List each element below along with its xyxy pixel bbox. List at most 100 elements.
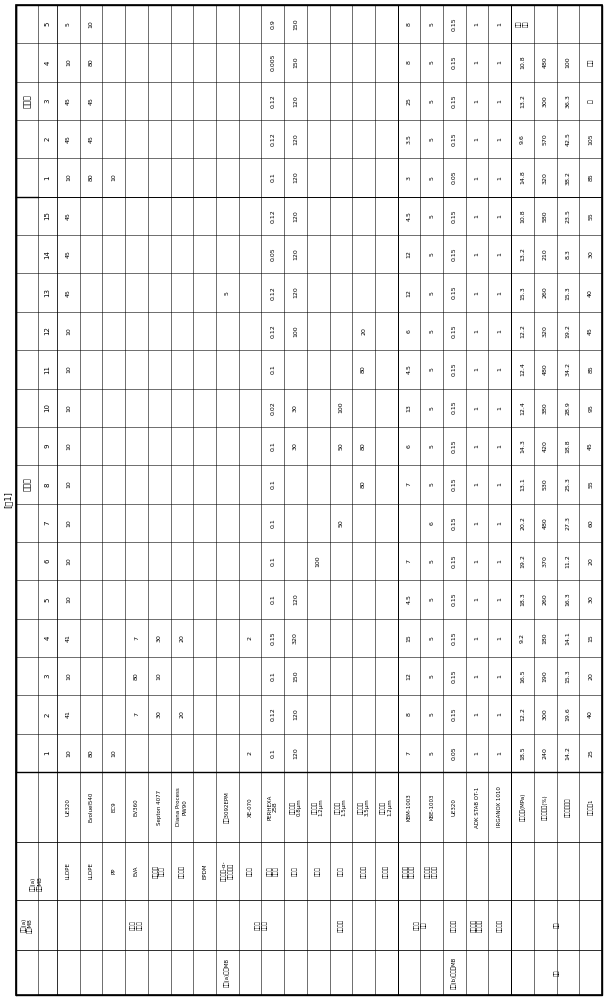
- Text: 11: 11: [44, 365, 50, 374]
- Text: XE-070: XE-070: [247, 797, 253, 817]
- Text: 1: 1: [498, 176, 502, 180]
- Text: 6: 6: [407, 444, 411, 448]
- Text: 拉伸强度(MPa): 拉伸强度(MPa): [520, 793, 525, 821]
- Text: 45: 45: [88, 135, 93, 143]
- Text: 1: 1: [474, 176, 479, 180]
- Text: LLDPE: LLDPE: [66, 863, 71, 879]
- Text: 0.15: 0.15: [452, 631, 457, 645]
- Text: 评价: 评价: [554, 969, 559, 976]
- Text: 9.6: 9.6: [520, 134, 525, 144]
- Text: 工序(b)催化剂MB: 工序(b)催化剂MB: [451, 956, 457, 989]
- Text: 1: 1: [474, 751, 479, 755]
- Text: 5: 5: [225, 291, 230, 295]
- Text: 13.1: 13.1: [520, 478, 525, 491]
- Text: 4: 4: [44, 60, 50, 65]
- Text: 150: 150: [293, 670, 298, 682]
- Text: 1: 1: [474, 252, 479, 256]
- Text: 10: 10: [66, 174, 71, 181]
- Text: 1: 1: [474, 137, 479, 141]
- Text: 1: 1: [498, 751, 502, 755]
- Text: 12: 12: [44, 327, 50, 335]
- Text: 0.12: 0.12: [270, 708, 275, 721]
- Text: 抗氧化剂: 抗氧化剂: [497, 918, 502, 932]
- Text: 370: 370: [543, 555, 548, 567]
- Text: 7: 7: [44, 520, 50, 525]
- Text: 実施例: 実施例: [22, 477, 32, 491]
- Text: 16.5: 16.5: [520, 669, 525, 683]
- Text: 碳酸钙: 碳酸钙: [338, 866, 344, 876]
- Text: 0.1: 0.1: [270, 595, 275, 604]
- Text: 平均粒径
1.5μm: 平均粒径 1.5μm: [335, 798, 347, 816]
- Text: 0.15: 0.15: [452, 209, 457, 223]
- Text: 工序(a)
硅烷MB: 工序(a) 硅烷MB: [21, 918, 33, 933]
- Text: 工序(a)
硅烷MB: 工序(a) 硅烷MB: [30, 876, 42, 891]
- Text: 10.8: 10.8: [520, 209, 525, 223]
- Text: 0.1: 0.1: [270, 748, 275, 758]
- Text: 12.4: 12.4: [520, 362, 525, 376]
- Text: 1: 1: [498, 99, 502, 103]
- Text: 8: 8: [407, 713, 411, 716]
- Text: 14.2: 14.2: [565, 746, 570, 760]
- Text: 80: 80: [88, 59, 93, 66]
- Text: 5: 5: [429, 713, 434, 716]
- Text: 260: 260: [543, 287, 548, 298]
- Text: 1: 1: [498, 713, 502, 716]
- Text: 5: 5: [429, 367, 434, 371]
- Text: 480: 480: [543, 57, 548, 68]
- Text: 80: 80: [361, 442, 366, 450]
- Text: 4.5: 4.5: [407, 594, 411, 604]
- Text: 聚烯烃
系树脂: 聚烯烃 系树脂: [130, 920, 142, 930]
- Text: 12: 12: [407, 289, 411, 297]
- Text: 0.12: 0.12: [270, 324, 275, 338]
- Text: 1: 1: [474, 22, 479, 26]
- Text: 0.1: 0.1: [270, 364, 275, 374]
- Text: 0.15: 0.15: [452, 669, 457, 683]
- Text: 15: 15: [44, 211, 50, 220]
- Text: 34.2: 34.2: [565, 362, 570, 376]
- Text: 0.15: 0.15: [452, 94, 457, 108]
- Text: 25.3: 25.3: [565, 477, 570, 491]
- Text: 580: 580: [543, 210, 548, 222]
- Text: 420: 420: [543, 440, 548, 452]
- Text: 加热变形试验: 加热变形试验: [565, 797, 571, 817]
- Text: 1: 1: [498, 674, 502, 678]
- Text: 15.3: 15.3: [565, 286, 570, 300]
- Text: 120: 120: [293, 95, 298, 107]
- Text: 0.15: 0.15: [452, 324, 457, 338]
- Text: 13.2: 13.2: [520, 94, 525, 108]
- Text: 0.9: 0.9: [270, 19, 275, 29]
- Text: 4: 4: [44, 636, 50, 640]
- Text: EPDM: EPDM: [202, 863, 207, 879]
- Text: IRGANOX 1010: IRGANOX 1010: [498, 787, 502, 827]
- Text: 120: 120: [293, 210, 298, 222]
- Text: PP: PP: [112, 868, 116, 874]
- Text: 30: 30: [588, 250, 593, 258]
- Text: 13.2: 13.2: [520, 247, 525, 261]
- Text: EV360: EV360: [134, 798, 139, 816]
- Text: 0.05: 0.05: [270, 247, 275, 261]
- Text: 20: 20: [361, 327, 366, 335]
- Text: 8: 8: [407, 61, 411, 64]
- Text: LLDPE: LLDPE: [88, 863, 93, 879]
- Text: 氧化铝: 氧化铝: [315, 866, 321, 876]
- Text: 30: 30: [293, 442, 298, 450]
- Text: 1: 1: [474, 329, 479, 333]
- Text: 0.15: 0.15: [452, 439, 457, 453]
- Text: 6: 6: [44, 559, 50, 563]
- Text: 0.12: 0.12: [270, 286, 275, 300]
- Text: 5: 5: [429, 636, 434, 640]
- Text: 150: 150: [293, 57, 298, 68]
- Text: 6: 6: [407, 329, 411, 333]
- Text: 95: 95: [588, 404, 593, 412]
- Text: 16.3: 16.3: [565, 593, 570, 606]
- Text: 45: 45: [66, 97, 71, 105]
- Text: KBE-1003: KBE-1003: [429, 794, 434, 820]
- Text: 10: 10: [112, 174, 116, 181]
- Text: 断: 断: [588, 99, 593, 103]
- Text: 0.15: 0.15: [452, 132, 457, 146]
- Text: 30: 30: [588, 595, 593, 603]
- Text: 1: 1: [474, 521, 479, 525]
- Text: 5: 5: [429, 597, 434, 601]
- Text: Evoluel540: Evoluel540: [88, 792, 93, 822]
- Text: 8: 8: [407, 22, 411, 26]
